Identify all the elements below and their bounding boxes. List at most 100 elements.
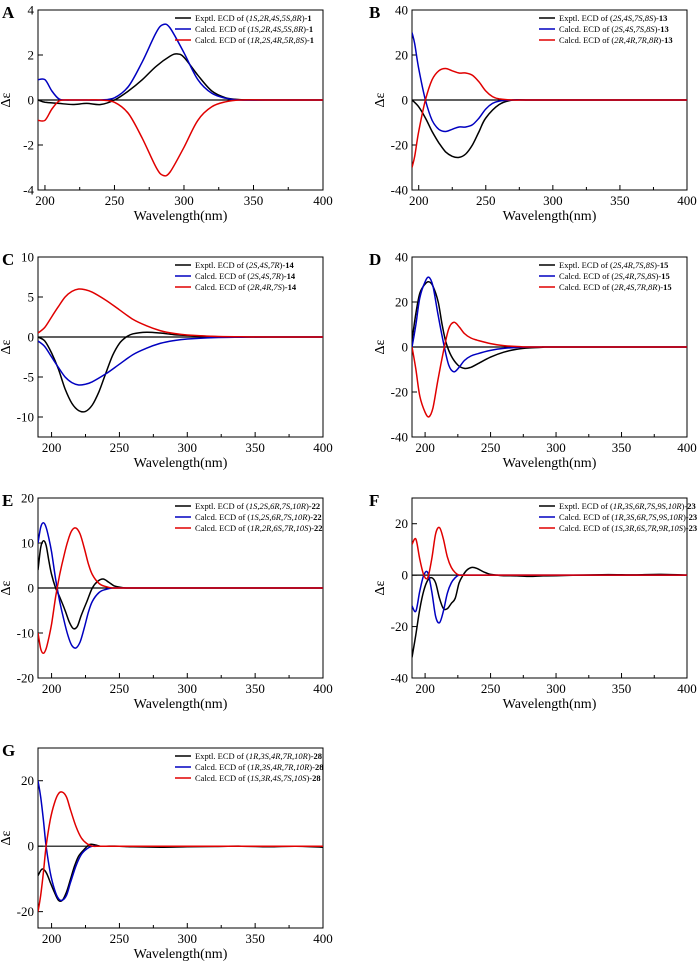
y-tick-label: -20 xyxy=(391,619,408,634)
legend: Exptl. ECD of (1S,2S,6R,7S,10R)-22Calcd.… xyxy=(175,501,323,533)
y-tick-label: -5 xyxy=(23,370,34,385)
x-tick-label: 200 xyxy=(42,931,62,946)
legend-entry: Calcd. ECD of (2S,4S,7R)-14 xyxy=(195,271,296,281)
y-tick-label: 40 xyxy=(395,250,408,265)
plot-frame xyxy=(37,747,324,929)
series-group xyxy=(412,526,687,658)
y-tick-label: 20 xyxy=(21,491,34,506)
x-axis-label: Wavelength(nm) xyxy=(503,456,597,471)
series-line-calcd xyxy=(38,336,323,386)
legend: Exptl. ECD of (1R,3S,4R,7R,10R)-28Calcd.… xyxy=(175,751,323,783)
y-tick-label: 20 xyxy=(395,48,408,63)
panel-a: 200 250 300 350 400 -4 -2 0 2 4 Wavelength(nm) Δε A E… xyxy=(0,3,333,225)
legend-entry: Calcd. ECD of (1R,3S,4R,7R,10R)-28 xyxy=(195,762,323,772)
x-tick-label: 400 xyxy=(677,440,697,455)
series-line-exptl xyxy=(38,53,323,106)
x-tick-label: 300 xyxy=(178,931,198,946)
y-axis-label: Δε xyxy=(373,339,388,354)
y-tick-label: -2 xyxy=(23,138,34,153)
x-tick-label: 200 xyxy=(415,681,435,696)
y-tick-label: 0 xyxy=(28,839,35,854)
panel-letter: C xyxy=(2,250,14,269)
x-tick-label: 200 xyxy=(415,440,435,455)
panel-c: 200 250 300 350 400 -10 -5 0 5 10 Wavelength(nm) Δε… xyxy=(0,250,333,472)
series-line-calcd-enantiomer xyxy=(38,288,323,338)
series-line-calcd xyxy=(412,32,687,133)
y-tick-label: 0 xyxy=(402,340,409,355)
x-tick-label: 350 xyxy=(244,193,264,208)
y-tick-label: -20 xyxy=(17,904,34,919)
series-line-calcd xyxy=(38,522,323,649)
series-group xyxy=(38,288,323,413)
x-tick-label: 400 xyxy=(677,193,697,208)
series-line-calcd xyxy=(412,276,687,373)
x-tick-label: 250 xyxy=(110,931,130,946)
x-tick-label: 400 xyxy=(313,440,333,455)
x-axis-label: Wavelength(nm) xyxy=(134,947,228,962)
series-line-calcd xyxy=(412,570,687,624)
y-tick-label: 40 xyxy=(395,3,408,18)
x-tick-label: 350 xyxy=(612,440,632,455)
legend-entry: Calcd. ECD of (1S,2S,6R,7S,10R)-22 xyxy=(195,512,322,522)
y-tick-label: 5 xyxy=(28,290,35,305)
x-tick-label: 250 xyxy=(476,193,496,208)
y-tick-label: 20 xyxy=(21,773,34,788)
series-line-exptl xyxy=(38,331,323,413)
y-axis-label: Δε xyxy=(373,92,388,107)
y-tick-label: -40 xyxy=(391,183,408,198)
y-tick-label: -40 xyxy=(391,430,408,445)
panel-letter: D xyxy=(369,250,381,269)
x-tick-label: 350 xyxy=(245,440,265,455)
x-tick-label: 300 xyxy=(546,681,566,696)
y-tick-label: 10 xyxy=(21,250,34,265)
x-tick-label: 350 xyxy=(612,681,632,696)
y-tick-label: -40 xyxy=(391,671,408,686)
panel-f: 200 250 300 350 400 -40 -20 0 20 Wavelength(nm) Δε… xyxy=(369,491,697,712)
y-tick-label: 0 xyxy=(28,581,35,596)
y-tick-label: 10 xyxy=(21,536,34,551)
x-tick-label: 400 xyxy=(313,931,333,946)
x-tick-label: 200 xyxy=(42,681,62,696)
y-tick-label: -20 xyxy=(17,671,34,686)
x-axis-label: Wavelength(nm) xyxy=(134,456,228,471)
legend-entry: Exptl. ECD of (1S,2R,4S,5S,8R)-1 xyxy=(195,13,312,23)
series-line-calcd xyxy=(38,780,323,902)
x-tick-label: 300 xyxy=(543,193,563,208)
panel-letter: F xyxy=(369,491,379,510)
x-axis-label: Wavelength(nm) xyxy=(503,209,597,224)
legend-entry: Calcd. ECD of (1R,2S,4R,5R,8S)-1 xyxy=(195,35,314,45)
x-tick-label: 300 xyxy=(546,440,566,455)
legend-entry: Exptl. ECD of (2S,4S,7S,8S)-13 xyxy=(559,13,667,23)
x-tick-label: 250 xyxy=(105,193,125,208)
y-tick-label: 20 xyxy=(395,516,408,531)
y-axis-label: Δε xyxy=(0,339,14,354)
legend-entry: Calcd. ECD of (2R,4S,7R,8R)-15 xyxy=(559,282,672,292)
series-group xyxy=(412,32,687,168)
panel-letter: A xyxy=(2,3,15,22)
panel-e: 200 250 300 350 400 -20 -10 0 10 20 Wavelength(nm)… xyxy=(0,491,333,713)
y-tick-label: -4 xyxy=(23,183,34,198)
y-tick-label: 0 xyxy=(28,330,35,345)
x-tick-label: 350 xyxy=(610,193,630,208)
series-line-calcd-enantiomer xyxy=(38,99,323,177)
series-line-calcd-enantiomer xyxy=(38,527,323,655)
y-axis-label: Δε xyxy=(0,580,14,595)
x-tick-label: 250 xyxy=(481,440,501,455)
plot-frame xyxy=(411,497,688,679)
x-tick-label: 250 xyxy=(110,440,130,455)
y-tick-label: -10 xyxy=(17,410,34,425)
x-axis-label: Wavelength(nm) xyxy=(134,209,228,224)
series-line-exptl xyxy=(38,843,323,902)
panel-g: 200 250 300 350 400 -20 0 20 Wavelength(nm) Δε G Ex… xyxy=(0,741,333,962)
y-tick-label: 4 xyxy=(28,3,35,18)
y-axis-label: Δε xyxy=(373,580,388,595)
panel-b: 200 250 300 350 400 -40 -20 0 20 40 Wavelength(nm)… xyxy=(369,3,697,225)
y-tick-label: -10 xyxy=(17,626,34,641)
y-tick-label: 2 xyxy=(28,48,35,63)
x-tick-label: 200 xyxy=(35,193,55,208)
y-tick-label: -20 xyxy=(391,138,408,153)
legend-entry: Exptl. ECD of (2S,4S,7R)-14 xyxy=(195,260,294,270)
plot-frame xyxy=(37,256,324,438)
panel-d: 200 250 300 350 400 -40 -20 0 20 40 Wavelength(nm)… xyxy=(369,250,697,472)
